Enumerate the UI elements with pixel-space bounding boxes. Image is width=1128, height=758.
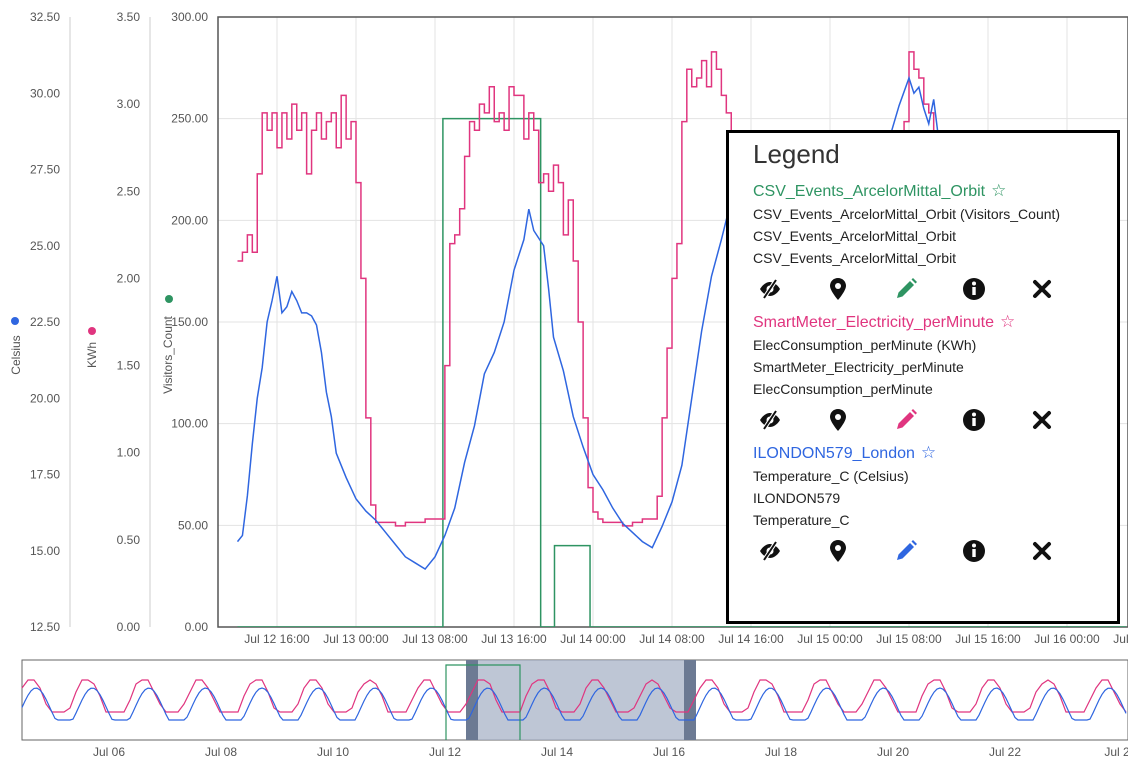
legend-series-name[interactable]: CSV_Events_ArcelorMittal_Orbit xyxy=(753,183,986,200)
navigator-tick-label: Jul 16 xyxy=(653,745,685,758)
eye-slash-icon[interactable] xyxy=(753,275,821,303)
favorite-star-icon[interactable]: ☆ xyxy=(999,312,1016,331)
y-tick-label-visitors: 0.00 xyxy=(185,620,209,634)
legend-detail-line: ElecConsumption_perMinute (KWh) xyxy=(753,337,977,353)
info-icon[interactable] xyxy=(957,406,1025,434)
legend-entry-electricity: SmartMeter_Electricity_perMinute ☆ ElecCo… xyxy=(753,311,1117,434)
x-tick-label: Jul 13 16:00 xyxy=(481,632,547,646)
legend-entry-events: CSV_Events_ArcelorMittal_Orbit ☆ CSV_Even… xyxy=(753,180,1117,303)
y-tick-label-kwh: 1.50 xyxy=(117,359,141,373)
navigator-tick-label: Jul 12 xyxy=(429,745,461,758)
navigator-tick-label: Jul 08 xyxy=(205,745,237,758)
favorite-star-icon[interactable]: ☆ xyxy=(991,181,1007,200)
y-axis-title-celsius: Celsius xyxy=(9,335,23,374)
legend-series-name[interactable]: ILONDON579_London xyxy=(753,445,915,462)
y-tick-label-kwh: 2.50 xyxy=(117,184,141,198)
navigator-tick-label: Jul 22 xyxy=(989,745,1021,758)
y-tick-label-celsius: 20.00 xyxy=(30,391,60,405)
y-tick-label-visitors: 100.00 xyxy=(171,417,208,431)
favorite-star-icon[interactable]: ☆ xyxy=(920,443,937,462)
y-tick-label-visitors: 50.00 xyxy=(178,518,208,532)
x-tick-label: Jul 13 08:00 xyxy=(402,632,468,646)
y-tick-label-celsius: 25.00 xyxy=(30,239,60,253)
legend-detail-line: Temperature_C (Celsius) xyxy=(753,468,909,484)
y-tick-label-celsius: 22.50 xyxy=(30,315,60,329)
legend-entry-temperature: ILONDON579_London ☆ Temperature_C (Celsiu… xyxy=(753,442,1117,565)
y-axis-color-dot-celsius xyxy=(11,317,19,325)
y-tick-label-visitors: 150.00 xyxy=(171,315,208,329)
y-tick-label-kwh: 3.00 xyxy=(117,97,141,111)
legend-detail-line: CSV_Events_ArcelorMittal_Orbit (Visitors… xyxy=(753,206,1061,222)
x-tick-label: Jul 12 16:00 xyxy=(244,632,310,646)
y-tick-label-visitors: 300.00 xyxy=(171,10,208,24)
y-tick-label-kwh: 2.00 xyxy=(117,271,141,285)
y-tick-label-celsius: 15.00 xyxy=(30,544,60,558)
legend-detail-line: Temperature_C xyxy=(753,512,850,528)
pencil-icon[interactable] xyxy=(889,406,957,434)
info-icon[interactable] xyxy=(957,537,1025,565)
map-marker-icon[interactable] xyxy=(821,406,889,434)
x-tick-label: Jul 13 00:00 xyxy=(323,632,389,646)
legend-series-name[interactable]: SmartMeter_Electricity_perMinute xyxy=(753,314,994,331)
y-tick-label-kwh: 0.00 xyxy=(117,620,141,634)
y-tick-label-kwh: 0.50 xyxy=(117,533,141,547)
y-axis-color-dot-kwh xyxy=(88,327,96,335)
close-icon[interactable] xyxy=(1025,537,1093,565)
navigator-series-electricity xyxy=(21,679,1127,713)
pencil-icon[interactable] xyxy=(889,537,957,565)
legend-action-bar xyxy=(753,406,1117,434)
pencil-icon[interactable] xyxy=(889,275,957,303)
y-axis-color-dot-visitors xyxy=(165,295,173,303)
y-tick-label-kwh: 1.00 xyxy=(117,446,141,460)
legend-action-bar xyxy=(753,275,1117,303)
y-axis-title-visitors: Visitors_Count xyxy=(161,315,175,393)
navigator-series-events xyxy=(445,664,521,740)
x-tick-label: Jul 15 08:00 xyxy=(876,632,942,646)
navigator-tick-label: Jul 10 xyxy=(317,745,349,758)
series-line-events xyxy=(237,117,1127,627)
y-tick-label-visitors: 250.00 xyxy=(171,112,208,126)
y-tick-label-celsius: 30.00 xyxy=(30,86,60,100)
legend-title: Legend xyxy=(753,139,840,169)
navigator-tick-label: Jul 2 xyxy=(1104,745,1128,758)
info-icon[interactable] xyxy=(957,275,1025,303)
navigator-series-temperature xyxy=(21,687,1127,721)
y-tick-label-celsius: 27.50 xyxy=(30,163,60,177)
legend-detail-line: ILONDON579 xyxy=(753,490,841,506)
navigator-handle-left xyxy=(466,660,478,740)
navigator-tick-label: Jul 14 xyxy=(541,745,573,758)
x-tick-label: Jul 16 08:00 xyxy=(1113,632,1128,646)
navigator-tick-label: Jul 18 xyxy=(765,745,797,758)
legend-panel: Legend CSV_Events_ArcelorMittal_Orbit ☆ C… xyxy=(726,130,1120,624)
legend-detail-line: CSV_Events_ArcelorMittal_Orbit xyxy=(753,228,957,244)
y-axis-title-kwh: KWh xyxy=(85,342,99,368)
map-marker-icon[interactable] xyxy=(821,275,889,303)
legend-detail-line: ElecConsumption_perMinute xyxy=(753,381,933,397)
x-tick-label: Jul 16 00:00 xyxy=(1034,632,1100,646)
legend-action-bar xyxy=(753,537,1117,565)
navigator-tick-label: Jul 20 xyxy=(877,745,909,758)
y-tick-label-kwh: 3.50 xyxy=(117,10,141,24)
y-tick-label-celsius: 32.50 xyxy=(30,10,60,24)
x-tick-label: Jul 14 08:00 xyxy=(639,632,705,646)
legend-detail-line: SmartMeter_Electricity_perMinute xyxy=(753,359,964,375)
y-tick-label-celsius: 17.50 xyxy=(30,468,60,482)
x-tick-label: Jul 14 00:00 xyxy=(560,632,626,646)
map-marker-icon[interactable] xyxy=(821,537,889,565)
x-tick-label: Jul 14 16:00 xyxy=(718,632,784,646)
series-line-electricity xyxy=(237,51,949,527)
x-tick-label: Jul 15 00:00 xyxy=(797,632,863,646)
eye-slash-icon[interactable] xyxy=(753,406,821,434)
close-icon[interactable] xyxy=(1025,406,1093,434)
eye-slash-icon[interactable] xyxy=(753,537,821,565)
y-tick-label-celsius: 12.50 xyxy=(30,620,60,634)
close-icon[interactable] xyxy=(1025,275,1093,303)
y-tick-label-visitors: 200.00 xyxy=(171,213,208,227)
legend-detail-line: CSV_Events_ArcelorMittal_Orbit xyxy=(753,250,957,266)
navigator-tick-label: Jul 06 xyxy=(93,745,125,758)
x-tick-label: Jul 15 16:00 xyxy=(955,632,1021,646)
